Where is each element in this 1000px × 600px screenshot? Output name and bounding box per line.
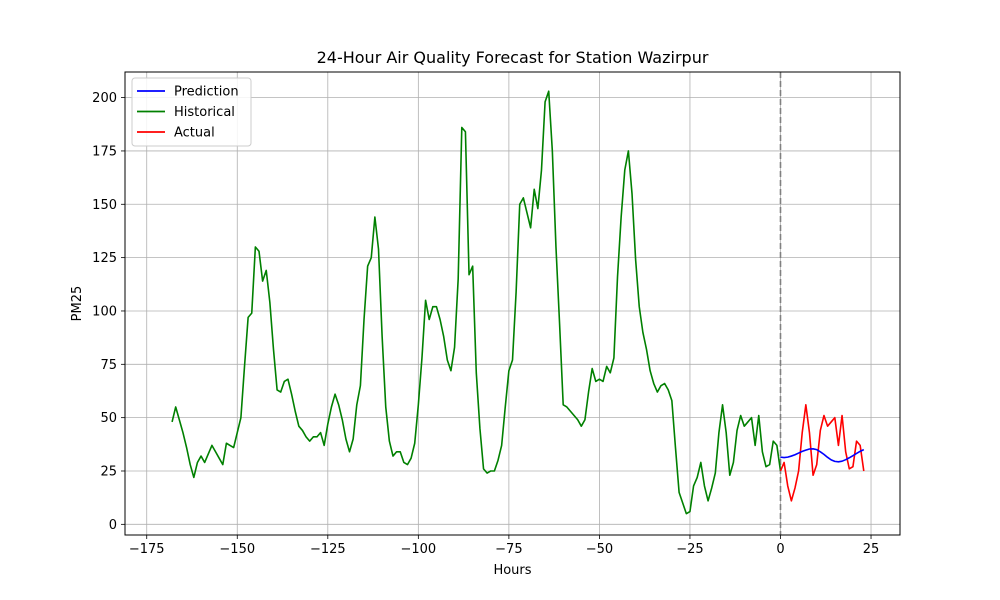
y-tick-label: 25 bbox=[100, 464, 117, 479]
x-tick-label: 25 bbox=[863, 542, 880, 557]
x-tick-label: −75 bbox=[495, 542, 522, 557]
legend-box bbox=[131, 77, 252, 147]
y-tick-label: 50 bbox=[100, 411, 117, 426]
series-line-actual bbox=[779, 404, 865, 502]
series-line-prediction bbox=[780, 447, 865, 463]
y-tick-label: 100 bbox=[92, 304, 117, 319]
y-tick-label: 200 bbox=[92, 91, 117, 106]
legend: Prediction Historical Actual bbox=[131, 77, 252, 147]
y-tick-label: 75 bbox=[100, 358, 117, 373]
x-tick-label: −175 bbox=[129, 542, 165, 557]
y-tick-label: 125 bbox=[92, 251, 117, 266]
y-tick-label: 175 bbox=[92, 144, 117, 159]
x-tick-label: −50 bbox=[586, 542, 613, 557]
x-tick-label: −100 bbox=[400, 542, 436, 557]
series-lines bbox=[171, 90, 865, 515]
x-tick-label: 0 bbox=[776, 542, 784, 557]
y-tick-label: 0 bbox=[109, 518, 117, 533]
legend-label: Prediction bbox=[174, 85, 239, 100]
x-axis-label: Hours bbox=[493, 563, 531, 578]
legend-label: Historical bbox=[174, 105, 235, 120]
plot-frame bbox=[124, 71, 901, 536]
series-line-historical bbox=[171, 90, 782, 515]
x-tick-label: −25 bbox=[676, 542, 703, 557]
y-tick-label: 150 bbox=[92, 198, 117, 213]
y-axis-label: PM25 bbox=[70, 286, 85, 322]
y-axis-ticks: 0 25 50 75 100 125 150 175 200 bbox=[92, 91, 125, 533]
x-tick-label: −150 bbox=[219, 542, 255, 557]
chart-title: 24-Hour Air Quality Forecast for Station… bbox=[317, 48, 709, 67]
legend-label: Actual bbox=[174, 126, 215, 141]
x-tick-label: −125 bbox=[310, 542, 346, 557]
x-axis-ticks: −175 −150 −125 −100 −75 −50 −25 0 25 bbox=[129, 535, 879, 557]
